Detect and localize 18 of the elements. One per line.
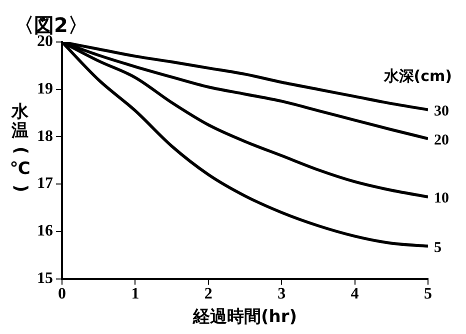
y-tick-label: 17 bbox=[37, 175, 53, 192]
x-tick-label: 0 bbox=[58, 286, 66, 303]
x-tick-label: 5 bbox=[424, 286, 432, 303]
y-tick-label: 15 bbox=[37, 270, 53, 287]
x-axis-title: 経過時間(hr) bbox=[192, 306, 298, 327]
x-tick-label: 4 bbox=[350, 286, 359, 303]
x-tick-label: 2 bbox=[204, 286, 212, 303]
series-label: 10 bbox=[434, 190, 449, 207]
x-tick-label: 1 bbox=[131, 286, 140, 303]
y-tick-label: 18 bbox=[37, 128, 53, 145]
series-label: 30 bbox=[434, 104, 449, 120]
legend-title: 水深(cm) bbox=[382, 66, 452, 85]
y-tick-label: 16 bbox=[37, 222, 53, 240]
y-tick-label: 19 bbox=[37, 80, 53, 98]
y-axis-title: 水温(℃) bbox=[10, 102, 31, 192]
series-label: 20 bbox=[434, 132, 449, 148]
x-tick-label: 3 bbox=[278, 286, 286, 303]
series-label: 5 bbox=[434, 240, 442, 256]
